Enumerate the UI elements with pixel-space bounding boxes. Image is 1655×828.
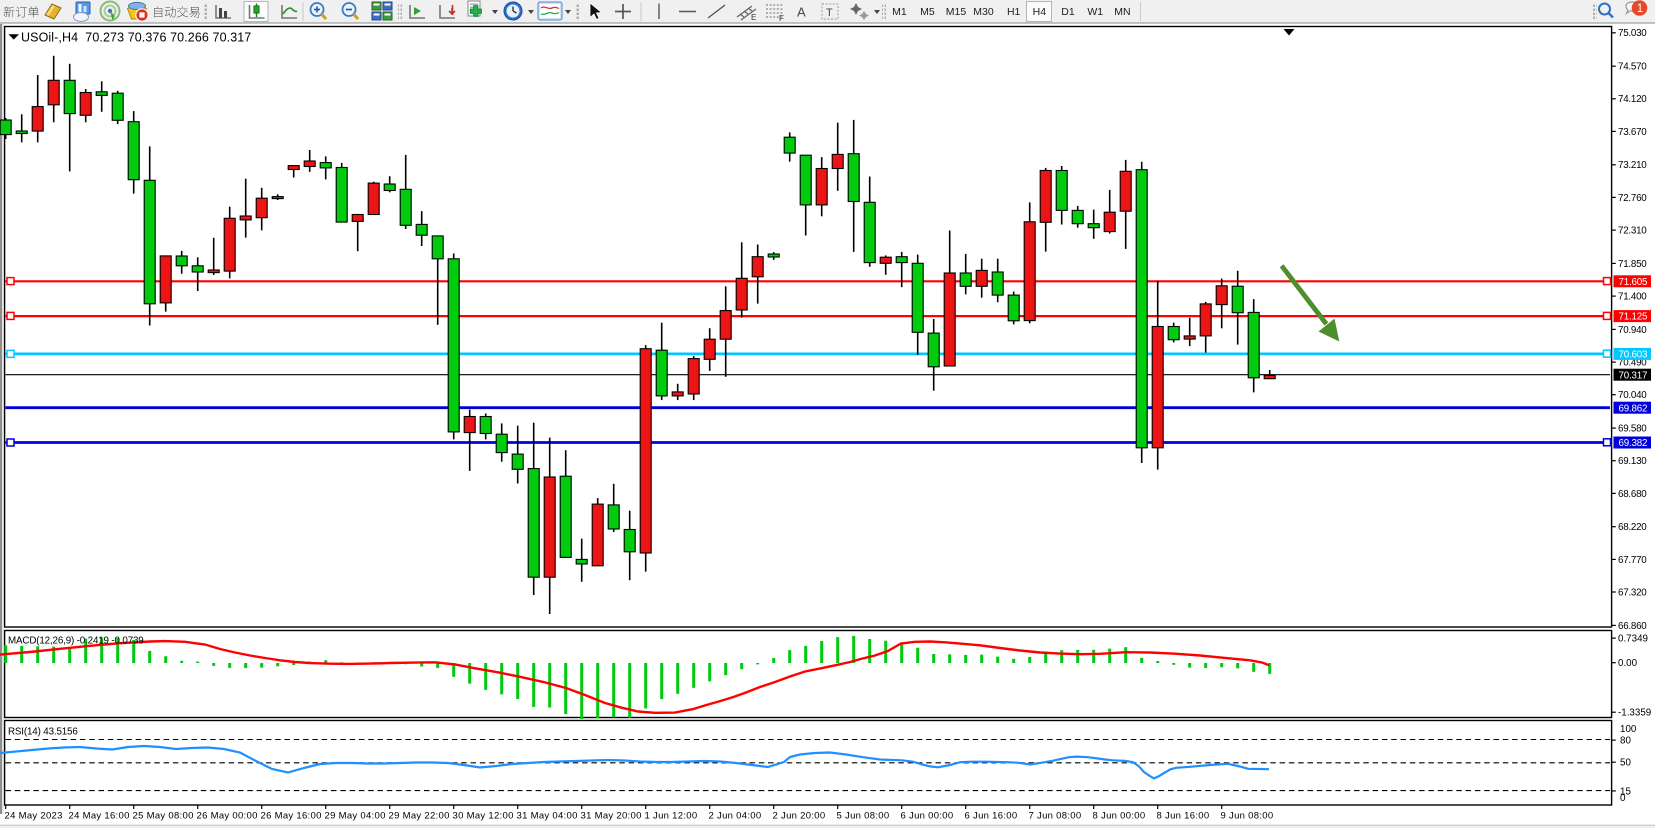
- svg-text:75.030: 75.030: [1618, 28, 1647, 39]
- svg-text:MN: MN: [1114, 6, 1130, 18]
- svg-text:80: 80: [1620, 736, 1631, 747]
- svg-text:26 May 16:00: 26 May 16:00: [261, 810, 322, 821]
- svg-text:15: 15: [1620, 786, 1631, 797]
- svg-text:24 May 16:00: 24 May 16:00: [69, 810, 130, 821]
- svg-text:2 Jun 20:00: 2 Jun 20:00: [773, 810, 826, 821]
- svg-text:67.770: 67.770: [1618, 555, 1647, 566]
- svg-text:F: F: [779, 14, 784, 23]
- svg-text:RSI(14) 43.5156: RSI(14) 43.5156: [8, 727, 78, 738]
- svg-text:72.310: 72.310: [1618, 226, 1647, 237]
- svg-text:71.125: 71.125: [1619, 312, 1649, 323]
- svg-text:66.860: 66.860: [1618, 621, 1647, 632]
- svg-text:30 May 12:00: 30 May 12:00: [453, 810, 514, 821]
- svg-text:71.400: 71.400: [1618, 292, 1647, 303]
- svg-text:70.317: 70.317: [1619, 370, 1648, 381]
- svg-text:5 Jun 08:00: 5 Jun 08:00: [837, 810, 890, 821]
- svg-text:100: 100: [1620, 724, 1637, 735]
- svg-text:0: 0: [1620, 793, 1626, 804]
- svg-text:69.130: 69.130: [1618, 456, 1647, 467]
- svg-text:A: A: [797, 5, 806, 20]
- svg-text:50: 50: [1620, 758, 1631, 769]
- svg-text:9 Jun 08:00: 9 Jun 08:00: [1221, 810, 1274, 821]
- svg-text:7 Jun 08:00: 7 Jun 08:00: [1029, 810, 1082, 821]
- svg-text:73.210: 73.210: [1618, 160, 1647, 171]
- svg-text:67.320: 67.320: [1618, 587, 1647, 598]
- svg-text:E: E: [751, 13, 756, 22]
- svg-text:73.670: 73.670: [1618, 127, 1647, 138]
- svg-text:8 Jun 16:00: 8 Jun 16:00: [1157, 810, 1210, 821]
- svg-text:6 Jun 00:00: 6 Jun 00:00: [901, 810, 954, 821]
- svg-text:68.680: 68.680: [1618, 489, 1647, 500]
- svg-text:74.120: 74.120: [1618, 94, 1647, 105]
- svg-text:68.220: 68.220: [1618, 522, 1647, 533]
- svg-text:M15: M15: [946, 6, 967, 18]
- svg-text:8 Jun 00:00: 8 Jun 00:00: [1093, 810, 1146, 821]
- svg-text:USOil-,H4 70.273 70.376 70.26: USOil-,H4 70.273 70.376 70.266 70.317: [21, 31, 251, 45]
- svg-text:31 May 20:00: 31 May 20:00: [581, 810, 642, 821]
- svg-text:70.040: 70.040: [1618, 390, 1647, 401]
- svg-text:1 Jun 12:00: 1 Jun 12:00: [645, 810, 698, 821]
- svg-text:0.00: 0.00: [1618, 658, 1638, 669]
- svg-text:T: T: [826, 7, 833, 19]
- svg-text:70.603: 70.603: [1619, 350, 1649, 361]
- svg-text:D1: D1: [1061, 6, 1075, 18]
- svg-text:74.570: 74.570: [1618, 62, 1647, 73]
- svg-text:31 May 04:00: 31 May 04:00: [517, 810, 578, 821]
- svg-text:71.850: 71.850: [1618, 259, 1647, 270]
- svg-text:-1.3359: -1.3359: [1618, 708, 1651, 719]
- svg-text:M30: M30: [973, 6, 994, 18]
- svg-text:H1: H1: [1007, 6, 1021, 18]
- svg-text:69.862: 69.862: [1619, 403, 1648, 414]
- svg-text:0.7349: 0.7349: [1618, 634, 1648, 645]
- svg-text:69.580: 69.580: [1618, 424, 1647, 435]
- svg-text:29 May 22:00: 29 May 22:00: [389, 810, 450, 821]
- svg-text:26 May 00:00: 26 May 00:00: [197, 810, 258, 821]
- svg-text:70.940: 70.940: [1618, 325, 1647, 336]
- svg-text:24 May 2023: 24 May 2023: [5, 810, 63, 821]
- svg-text:H4: H4: [1033, 6, 1047, 18]
- svg-text:25 May 08:00: 25 May 08:00: [133, 810, 194, 821]
- svg-text:W1: W1: [1087, 6, 1103, 18]
- svg-text:72.760: 72.760: [1618, 193, 1647, 204]
- svg-text:69.382: 69.382: [1619, 438, 1648, 449]
- svg-text:1: 1: [1637, 3, 1643, 15]
- svg-text:6 Jun 16:00: 6 Jun 16:00: [965, 810, 1018, 821]
- svg-text:M5: M5: [920, 6, 935, 18]
- svg-text:2 Jun 04:00: 2 Jun 04:00: [709, 810, 762, 821]
- svg-text:70.490: 70.490: [1618, 358, 1647, 369]
- svg-text:71.605: 71.605: [1619, 277, 1649, 288]
- svg-text:29 May 04:00: 29 May 04:00: [325, 810, 386, 821]
- svg-text:M1: M1: [892, 6, 907, 18]
- svg-text:MACD(12,26,9) -0.2419 -0.0739: MACD(12,26,9) -0.2419 -0.0739: [8, 636, 144, 647]
